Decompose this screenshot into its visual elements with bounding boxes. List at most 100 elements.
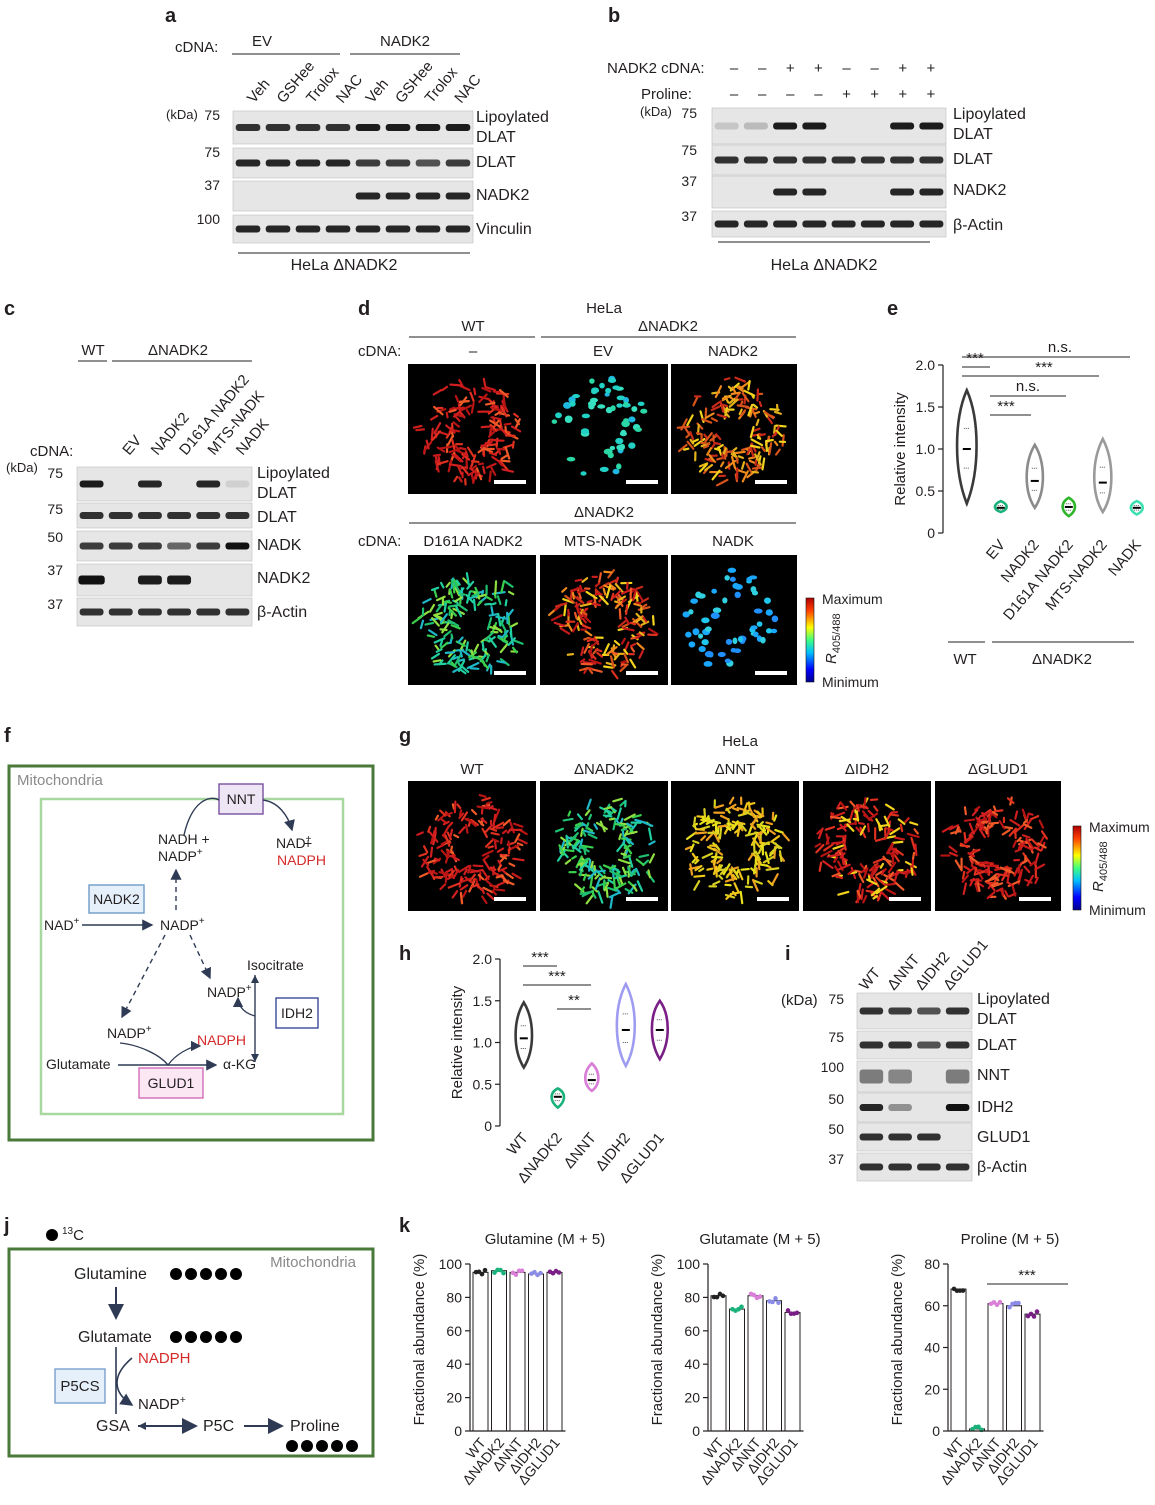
organelle xyxy=(692,628,700,636)
organelle xyxy=(448,408,457,413)
bar-chart-1: Glutamate (M + 5) 0 20 40 60 80 100 Fractional … xyxy=(649,1231,821,1488)
organelle xyxy=(432,388,443,396)
organelle xyxy=(715,478,729,487)
blot-label: NNT xyxy=(977,1067,1010,1084)
y-tick-label: 20 xyxy=(924,1381,940,1397)
organelle xyxy=(588,658,602,665)
organelle xyxy=(513,412,519,418)
organelle xyxy=(729,576,736,582)
colorbar xyxy=(805,597,815,683)
organelle xyxy=(765,628,773,634)
carbon-dot xyxy=(215,1331,227,1343)
organelle xyxy=(894,881,905,891)
organelle xyxy=(774,424,787,428)
organelle xyxy=(734,385,745,393)
organelle xyxy=(481,589,485,596)
organelle xyxy=(968,855,980,865)
organelle xyxy=(453,834,460,839)
organelle xyxy=(695,828,706,831)
organelle xyxy=(596,881,609,887)
sig-label: *** xyxy=(997,398,1015,415)
organelle xyxy=(451,453,462,463)
y-tick-label: 40 xyxy=(684,1356,700,1372)
organelle xyxy=(636,642,645,651)
organelle xyxy=(708,454,716,463)
y-tick-label: 1.5 xyxy=(473,993,493,1009)
organelle xyxy=(418,852,428,857)
blot-band xyxy=(831,156,856,164)
organelle xyxy=(431,430,442,441)
organelle xyxy=(976,881,981,892)
data-point xyxy=(1016,1300,1021,1306)
organelle xyxy=(589,378,595,384)
organelle xyxy=(454,604,463,618)
organelle xyxy=(422,858,430,867)
blot-band xyxy=(79,542,104,550)
organelle xyxy=(1026,874,1034,887)
organelle xyxy=(620,637,626,645)
organelle xyxy=(632,588,637,602)
organelle xyxy=(846,823,855,832)
cdna-label: cDNA: xyxy=(175,39,218,56)
organelle xyxy=(728,796,735,805)
group-nadk2: NADK2 xyxy=(380,33,430,50)
sig-label: *** xyxy=(1035,359,1053,376)
organelle xyxy=(478,393,488,404)
organelle xyxy=(764,851,770,865)
organelle xyxy=(968,830,974,837)
lane-label: EV xyxy=(119,432,145,458)
blot-label: Lipoylated xyxy=(977,991,1050,1008)
organelle xyxy=(419,619,425,630)
blot-band xyxy=(295,159,321,167)
organelle xyxy=(476,600,483,607)
organelle xyxy=(991,882,1004,888)
organelle xyxy=(503,579,514,588)
organelle xyxy=(628,442,636,449)
organelle xyxy=(471,655,481,661)
y-tick-label: 40 xyxy=(446,1356,462,1372)
organelle xyxy=(623,653,630,664)
organelle xyxy=(704,432,713,443)
enzyme-nadk2-label: NADK2 xyxy=(93,891,140,907)
blot-strip xyxy=(76,530,253,562)
scale-bar xyxy=(755,480,787,484)
kda-label: (kDa) xyxy=(640,104,672,119)
organelle xyxy=(705,818,715,825)
y-tick-label: 80 xyxy=(924,1256,940,1272)
organelle xyxy=(684,845,692,851)
organelle xyxy=(897,818,906,825)
organelle xyxy=(566,653,575,656)
organelle xyxy=(470,454,477,467)
organelle xyxy=(771,431,778,438)
organelle xyxy=(1006,870,1011,884)
organelle xyxy=(497,612,502,627)
organelle xyxy=(748,459,756,464)
organelle xyxy=(466,661,480,670)
organelle xyxy=(454,596,463,603)
node-isocitrate: Isocitrate xyxy=(247,957,304,973)
organelle xyxy=(602,587,607,596)
organelle xyxy=(838,818,851,823)
organelle xyxy=(500,637,509,643)
organelle xyxy=(477,462,485,466)
organelle xyxy=(491,821,505,830)
blot-band xyxy=(385,192,411,200)
organelle xyxy=(760,636,766,644)
organelle xyxy=(820,849,833,858)
organelle xyxy=(602,814,613,818)
organelle xyxy=(854,869,862,874)
organelle xyxy=(460,411,466,419)
organelle xyxy=(430,427,434,442)
panel-d: d HeLa WT ΔNADK2 cDNA: – EV NADK2 ΔNADK2 cDNA: D16… xyxy=(358,298,883,690)
organelle xyxy=(607,569,615,579)
organelle xyxy=(454,653,463,666)
organelle xyxy=(704,457,714,463)
organelle xyxy=(460,404,473,412)
organelle xyxy=(995,887,1004,893)
organelle xyxy=(842,837,847,851)
organelle xyxy=(433,637,446,644)
organelle xyxy=(750,438,764,447)
blot-band xyxy=(890,156,915,164)
blot-label: Lipoylated xyxy=(257,465,330,482)
organelle xyxy=(450,578,454,585)
